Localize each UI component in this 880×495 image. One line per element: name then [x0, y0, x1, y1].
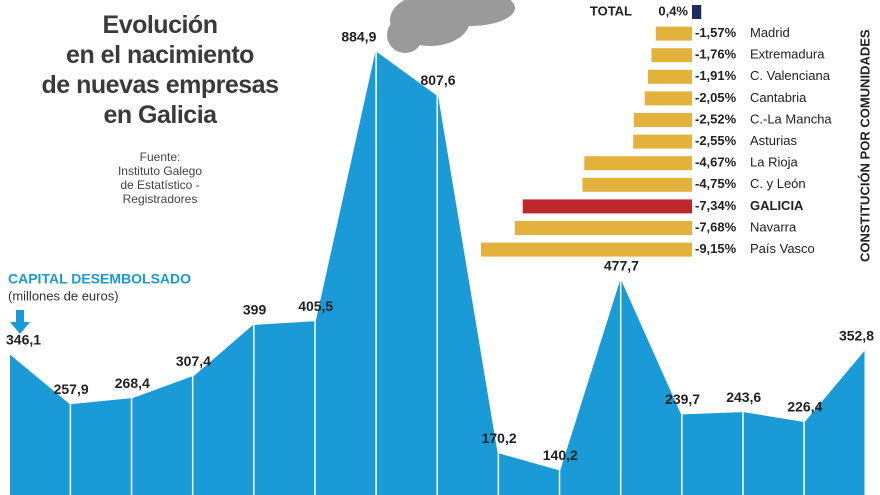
arrow [10, 310, 30, 334]
value-label: -1,76% [695, 47, 737, 62]
bar [582, 177, 692, 192]
value-label: -7,68% [695, 219, 737, 234]
category-label: GALICIA [750, 198, 804, 213]
category-label: Cantabria [750, 90, 807, 105]
value-label: 477,7 [604, 257, 639, 273]
area-segment [315, 52, 376, 495]
value-label: 0,4% [658, 3, 688, 18]
bar [655, 26, 692, 41]
bar [584, 156, 692, 171]
series-subtitle: (millones de euros) [8, 288, 119, 303]
value-label: -4,75% [695, 176, 737, 191]
category-label: Madrid [750, 25, 790, 40]
value-label: 140,2 [543, 447, 578, 463]
area-segment [254, 321, 315, 495]
value-label: 884,9 [341, 29, 376, 45]
value-label: 405,5 [298, 298, 333, 314]
area-segment [560, 280, 620, 495]
value-label: -1,91% [695, 68, 737, 83]
bar [633, 134, 692, 149]
bar [514, 221, 692, 235]
area-segment [193, 324, 254, 495]
bar [651, 48, 692, 63]
value-label: -2,55% [695, 133, 737, 148]
value-label: 307,4 [176, 353, 211, 369]
value-label: 807,6 [420, 72, 455, 88]
category-label: La Rioja [750, 155, 798, 170]
value-label: -2,52% [695, 111, 737, 126]
title-line: en el nacimiento [66, 41, 254, 69]
series-title: CAPITAL DESEMBOLSADO [8, 271, 191, 287]
source-line: Fuente: [139, 150, 181, 164]
value-label: 170,2 [482, 430, 517, 446]
bar [644, 91, 692, 106]
area-segment [132, 376, 192, 495]
value-label: -7,34% [695, 198, 737, 213]
value-label: 239,7 [665, 391, 700, 407]
value-label: 346,1 [6, 331, 41, 347]
smoke [387, 0, 515, 53]
chart-title: CONSTITUCIÓN POR COMUNIDADES [857, 29, 872, 262]
bar [481, 242, 692, 257]
bar [647, 69, 692, 84]
title: Evolución en el nacimiento de nuevas emp… [20, 10, 300, 130]
title-line: de nuevas empresas [41, 71, 279, 99]
category-label: C. y León [750, 176, 806, 191]
area-segment [743, 412, 804, 495]
value-label: 243,6 [726, 389, 761, 405]
source: Fuente: Instituto Galego de Estatístico … [95, 150, 225, 206]
source-line: de Estatístico - [120, 178, 200, 192]
value-label: 268,4 [115, 375, 150, 391]
area-segment [376, 52, 437, 495]
category-label: Extremadura [750, 47, 825, 62]
value-label: 352,8 [839, 328, 874, 344]
bar [522, 199, 692, 214]
value-label: 399 [243, 302, 267, 318]
bar [633, 113, 692, 127]
source-line: Registradores [122, 192, 198, 206]
area-segment [438, 95, 498, 495]
value-label: -4,67% [695, 155, 737, 170]
category-label: C. Valenciana [750, 68, 831, 83]
value-label: 257,9 [54, 381, 89, 397]
bar [692, 5, 702, 19]
value-label: -1,57% [695, 25, 737, 40]
category-label: País Vasco [750, 241, 815, 256]
title-line: en Galicia [103, 101, 217, 129]
category-label: Asturias [750, 133, 797, 148]
category-label: Navarra [750, 219, 797, 234]
title-line: Evolución [102, 11, 218, 39]
area-segment [10, 354, 70, 495]
source-line: Instituto Galego [117, 164, 203, 178]
area-segment [682, 412, 743, 495]
area-segment [804, 350, 865, 495]
value-label: -9,15% [695, 241, 737, 256]
area-segment [499, 453, 559, 495]
value-label: 226,4 [787, 399, 822, 415]
category-label: C.-La Mancha [750, 111, 832, 126]
area-segment [71, 398, 131, 495]
area-segment [621, 280, 682, 495]
category-label: TOTAL [590, 3, 632, 18]
value-label: -2,05% [695, 90, 737, 105]
